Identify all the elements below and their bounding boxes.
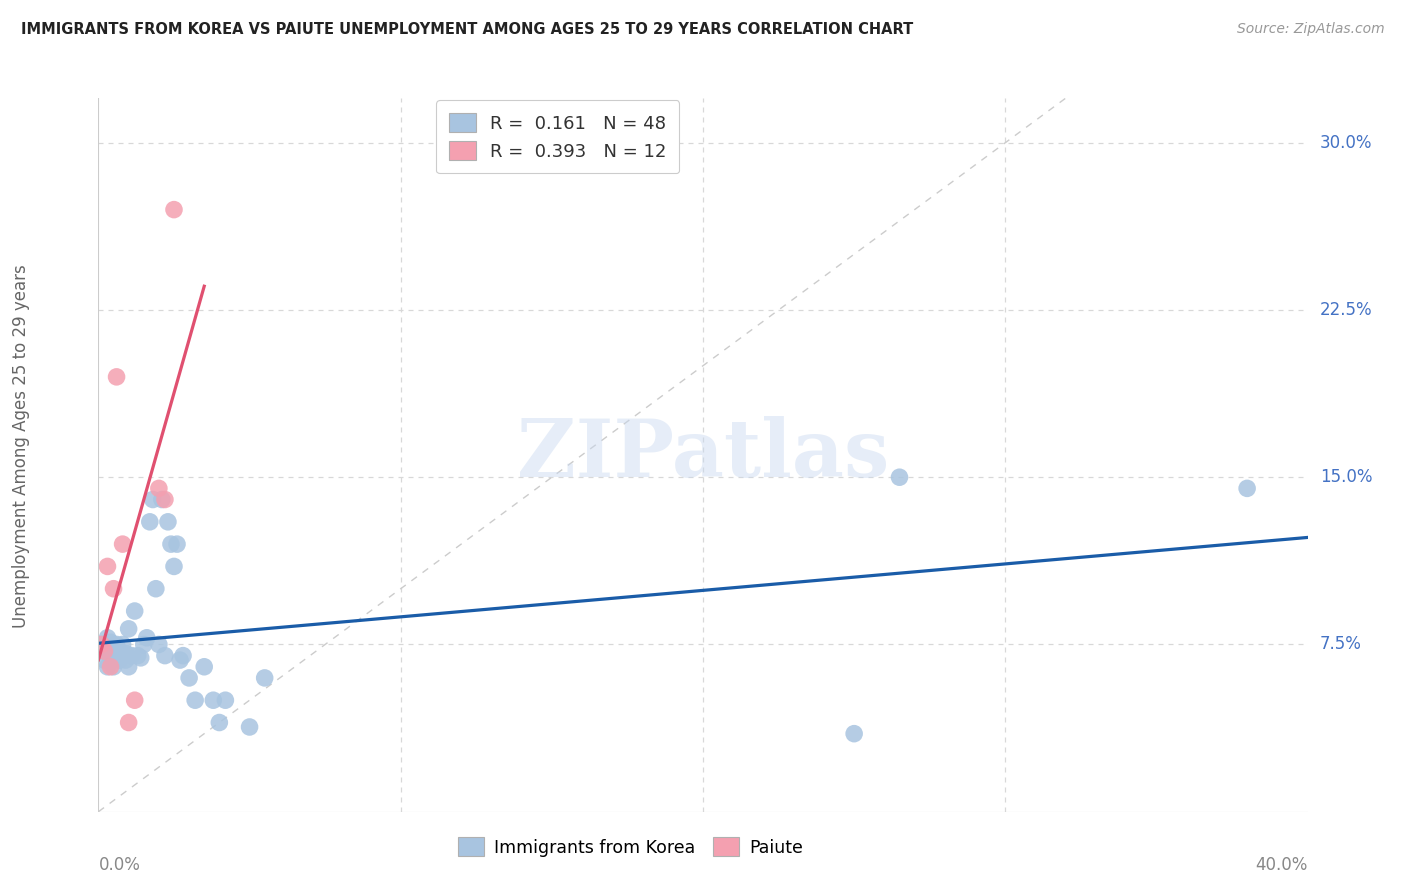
Point xyxy=(166,537,188,551)
Point xyxy=(153,492,176,507)
Point xyxy=(96,559,118,574)
Point xyxy=(108,653,131,667)
Point xyxy=(127,648,149,663)
Point xyxy=(103,644,125,658)
Point xyxy=(114,653,136,667)
Point xyxy=(93,644,115,658)
Point xyxy=(100,635,122,649)
Text: 40.0%: 40.0% xyxy=(1256,856,1308,874)
Point xyxy=(108,644,131,658)
Point xyxy=(103,582,125,596)
Point xyxy=(153,648,176,663)
Point xyxy=(193,660,215,674)
Point xyxy=(163,202,186,217)
Point xyxy=(90,637,112,651)
Point xyxy=(1236,482,1258,496)
Point xyxy=(105,369,128,384)
Point xyxy=(105,651,128,665)
Point xyxy=(148,637,170,651)
Point xyxy=(111,537,134,551)
Point xyxy=(90,637,112,651)
Text: 0.0%: 0.0% xyxy=(98,856,141,874)
Text: 22.5%: 22.5% xyxy=(1320,301,1372,319)
Legend: Immigrants from Korea, Paiute: Immigrants from Korea, Paiute xyxy=(451,830,810,863)
Point xyxy=(96,660,118,674)
Point xyxy=(135,631,157,645)
Text: 7.5%: 7.5% xyxy=(1320,635,1361,654)
Point xyxy=(148,482,170,496)
Point xyxy=(139,515,162,529)
Text: Unemployment Among Ages 25 to 29 years: Unemployment Among Ages 25 to 29 years xyxy=(13,264,30,628)
Point xyxy=(160,537,183,551)
Point xyxy=(111,637,134,651)
Point xyxy=(142,492,165,507)
Point xyxy=(118,622,141,636)
Point xyxy=(172,648,194,663)
Point xyxy=(118,660,141,674)
Point xyxy=(124,604,146,618)
Point xyxy=(889,470,911,484)
Point xyxy=(111,648,134,663)
Point xyxy=(169,653,191,667)
Point xyxy=(103,660,125,674)
Point xyxy=(177,671,201,685)
Point xyxy=(156,515,179,529)
Point xyxy=(93,653,115,667)
Point xyxy=(121,648,143,663)
Point xyxy=(184,693,207,707)
Point xyxy=(100,660,122,674)
Point xyxy=(844,726,866,740)
Point xyxy=(208,715,231,730)
Text: ZIPatlas: ZIPatlas xyxy=(517,416,889,494)
Point xyxy=(118,715,141,730)
Text: 15.0%: 15.0% xyxy=(1320,468,1372,486)
Text: IMMIGRANTS FROM KOREA VS PAIUTE UNEMPLOYMENT AMONG AGES 25 TO 29 YEARS CORRELATI: IMMIGRANTS FROM KOREA VS PAIUTE UNEMPLOY… xyxy=(21,22,914,37)
Point xyxy=(129,651,152,665)
Point xyxy=(132,637,155,651)
Point xyxy=(100,648,122,663)
Text: 30.0%: 30.0% xyxy=(1320,134,1372,152)
Point xyxy=(150,492,173,507)
Point xyxy=(124,693,146,707)
Point xyxy=(96,631,118,645)
Point xyxy=(114,646,136,660)
Point xyxy=(145,582,167,596)
Point xyxy=(239,720,262,734)
Point xyxy=(105,637,128,651)
Point xyxy=(163,559,186,574)
Point xyxy=(253,671,276,685)
Point xyxy=(93,644,115,658)
Text: Source: ZipAtlas.com: Source: ZipAtlas.com xyxy=(1237,22,1385,37)
Point xyxy=(214,693,236,707)
Point xyxy=(202,693,225,707)
